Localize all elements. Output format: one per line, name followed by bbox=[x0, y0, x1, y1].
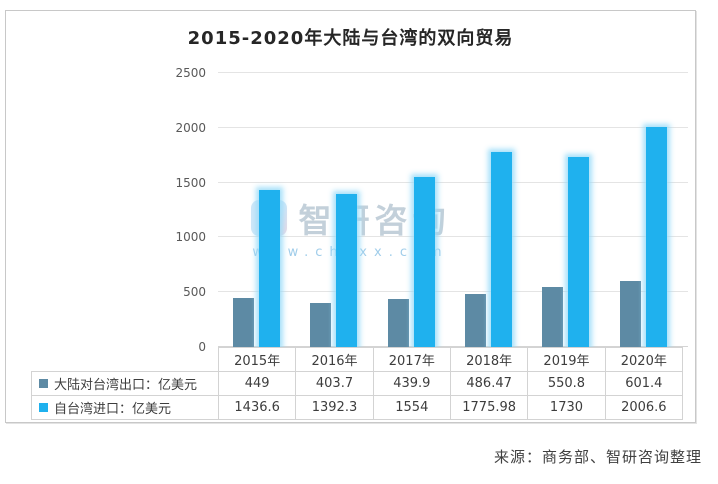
bar-group-2015年 bbox=[218, 73, 295, 347]
value-cell-series0-2018年: 486.47 bbox=[449, 371, 529, 396]
bar-series0-2016年 bbox=[310, 302, 332, 347]
value-cell-series0-2016年: 403.7 bbox=[295, 371, 374, 396]
y-tick-label: 0 bbox=[198, 340, 206, 354]
value-cell-series0-2020年: 601.4 bbox=[604, 371, 684, 396]
bar-group-2019年 bbox=[527, 73, 604, 347]
value-cell-series1-2020年: 2006.6 bbox=[604, 395, 684, 420]
legend-label: 自台湾进口：亿美元 bbox=[54, 402, 172, 417]
chart-figure: 2015-2020年大陆与台湾的双向贸易 0 500 1000 1500 2000 250… bbox=[5, 10, 696, 423]
table-corner-cell bbox=[32, 348, 219, 372]
bar-series0-2019年 bbox=[542, 286, 564, 347]
table-header-row: 2015年 2016年 2017年 2018年 2019年 2020年 bbox=[32, 347, 684, 372]
y-tick-label: 2500 bbox=[175, 66, 206, 80]
year-header-cell: 2015年 bbox=[217, 347, 297, 372]
bar-series1-2020年 bbox=[645, 127, 667, 347]
year-header-cell: 2020年 bbox=[604, 347, 684, 372]
bar-series1-2016年 bbox=[336, 194, 358, 347]
year-header-cell: 2018年 bbox=[449, 347, 529, 372]
year-header-cell: 2016年 bbox=[295, 347, 374, 372]
bar-group-2018年 bbox=[450, 73, 527, 347]
y-tick-label: 500 bbox=[183, 285, 206, 300]
bar-series0-2017年 bbox=[387, 298, 409, 347]
table-body: 大陆对台湾出口：亿美元 449 403.7 439.9 486.47 550.8 601.4… bbox=[31, 371, 684, 420]
value-cell-series1-2018年: 1775.98 bbox=[449, 395, 529, 420]
year-header-cell: 2019年 bbox=[527, 347, 606, 372]
bar-series1-2017年 bbox=[413, 176, 435, 347]
bar-series0-2018年 bbox=[465, 293, 487, 347]
bar-group-2016年 bbox=[295, 73, 372, 347]
y-tick-label: 1500 bbox=[175, 175, 206, 190]
y-tick-label: 1000 bbox=[175, 230, 206, 245]
bar-group-2017年 bbox=[373, 73, 450, 347]
plot-area bbox=[218, 72, 688, 347]
table-row: 大陆对台湾出口：亿美元 449 403.7 439.9 486.47 550.8 601.4 bbox=[31, 371, 684, 396]
chart-title: 2015-2020年大陆与台湾的双向贸易 bbox=[187, 28, 514, 49]
y-tick-label: 2000 bbox=[175, 120, 206, 135]
legend-cell: 大陆对台湾出口：亿美元 bbox=[31, 371, 219, 396]
gridline bbox=[218, 72, 688, 73]
bar-series1-2015年 bbox=[259, 189, 281, 347]
value-cell-series1-2015年: 1436.6 bbox=[217, 395, 297, 420]
gridline bbox=[218, 181, 688, 183]
year-header-cell: 2017年 bbox=[372, 347, 451, 372]
bar-series1-2018年 bbox=[491, 152, 513, 347]
legend-swatch-icon bbox=[39, 403, 48, 412]
legend-cell: 自台湾进口：亿美元 bbox=[31, 395, 219, 420]
value-cell-series0-2017年: 439.9 bbox=[372, 371, 451, 396]
gridline bbox=[218, 291, 688, 293]
data-table: 2015年 2016年 2017年 2018年 2019年 2020年 大陆对台湾出口：亿… bbox=[31, 347, 684, 420]
y-axis: 0 500 1000 1500 2000 2500 bbox=[6, 67, 212, 353]
source-line: 来源：商务部、智研咨询整理 bbox=[493, 448, 702, 466]
bar-groups bbox=[218, 73, 682, 347]
value-cell-series1-2017年: 1554 bbox=[372, 395, 451, 420]
bar-series1-2019年 bbox=[568, 157, 590, 347]
legend-label: 大陆对台湾出口：亿美元 bbox=[54, 378, 198, 393]
gridline bbox=[218, 346, 688, 347]
bar-series0-2015年 bbox=[233, 297, 255, 347]
gridline bbox=[218, 126, 688, 128]
value-cell-series0-2015年: 449 bbox=[217, 371, 297, 396]
value-cell-series1-2016年: 1392.3 bbox=[295, 395, 374, 420]
bar-series0-2020年 bbox=[619, 281, 641, 347]
gridline bbox=[218, 236, 688, 238]
bar-group-2020年 bbox=[605, 73, 682, 347]
value-cell-series1-2019年: 1730 bbox=[527, 395, 606, 420]
legend-swatch-icon bbox=[39, 379, 48, 388]
table-row: 自台湾进口：亿美元 1436.6 1392.3 1554 1775.98 1730 2006… bbox=[31, 395, 684, 420]
value-cell-series0-2019年: 550.8 bbox=[527, 371, 606, 396]
